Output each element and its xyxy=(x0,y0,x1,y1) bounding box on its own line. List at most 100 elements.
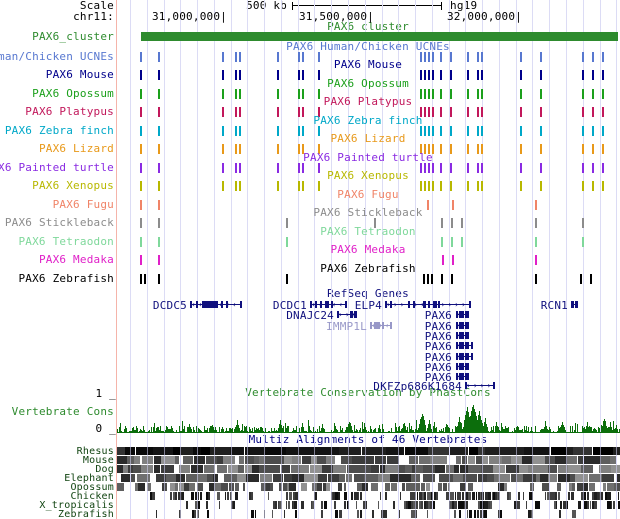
ucne-element-tick[interactable] xyxy=(424,69,426,80)
ucne-element-tick[interactable] xyxy=(298,125,300,136)
track-center-label-pax6-zebrafish[interactable]: PAX6 Zebrafish xyxy=(320,262,416,275)
track-label-pax6-fugu[interactable]: PAX6 Fugu xyxy=(52,198,114,211)
ucne-element-tick[interactable] xyxy=(467,69,469,80)
ucne-element-tick[interactable] xyxy=(602,69,604,80)
ucne-element-tick[interactable] xyxy=(432,106,434,117)
conservation-histogram[interactable] xyxy=(117,396,620,433)
ucne-element-tick[interactable] xyxy=(302,143,304,154)
ucne-element-tick[interactable] xyxy=(302,88,304,99)
gene-label-dkfzp686k1684[interactable]: DKFZp686K1684 xyxy=(373,379,462,393)
track-row-pax6-human-chicken-ucnes[interactable] xyxy=(117,51,620,62)
gene-label-pax6[interactable]: PAX6 xyxy=(424,360,452,374)
gene-label-pax6[interactable]: PAX6 xyxy=(424,319,452,333)
alignment-row-opossum[interactable] xyxy=(117,483,620,491)
gene-label-pax6[interactable]: PAX6 xyxy=(424,329,452,343)
ucne-element-tick[interactable] xyxy=(140,125,142,136)
gene-label-dcdc5[interactable]: DCDC5 xyxy=(152,298,187,312)
ucne-element-tick[interactable] xyxy=(520,162,522,173)
ucne-element-tick[interactable] xyxy=(461,217,463,228)
ucne-element-tick[interactable] xyxy=(477,162,479,173)
ucne-element-tick[interactable] xyxy=(592,106,594,117)
gene-structure-pax6[interactable]: ›› xyxy=(456,310,469,319)
ucne-element-tick[interactable] xyxy=(277,180,279,191)
ucne-element-tick[interactable] xyxy=(540,143,542,154)
ucne-element-tick[interactable] xyxy=(592,88,594,99)
ucne-element-tick[interactable] xyxy=(592,69,594,80)
track-center-label-pax6-xenopus[interactable]: PAX6 Xenopus xyxy=(327,169,409,182)
ucne-element-tick[interactable] xyxy=(467,143,469,154)
ucne-element-tick[interactable] xyxy=(582,88,584,99)
ucne-element-tick[interactable] xyxy=(424,162,426,173)
track-center-label-pax6-painted-turtle[interactable]: PAX6 Painted turtle xyxy=(303,151,433,164)
ucne-element-tick[interactable] xyxy=(535,236,537,247)
track-center-label-pax6-human-chicken-ucnes[interactable]: PAX6 Human/Chicken UCNEs xyxy=(286,40,450,53)
ucne-element-tick[interactable] xyxy=(481,51,483,62)
track-row-pax6-lizard[interactable] xyxy=(117,143,620,154)
ucne-element-tick[interactable] xyxy=(602,88,604,99)
ucne-element-tick[interactable] xyxy=(440,180,442,191)
ucne-element-tick[interactable] xyxy=(477,106,479,117)
ucne-element-tick[interactable] xyxy=(481,69,483,80)
gene-label-pax6[interactable]: PAX6 xyxy=(424,339,452,353)
track-row-pax6-fugu[interactable] xyxy=(117,199,620,210)
alignment-label-dog[interactable]: Dog xyxy=(95,464,114,475)
ucne-element-tick[interactable] xyxy=(540,88,542,99)
ucne-element-tick[interactable] xyxy=(158,254,160,265)
ucne-element-tick[interactable] xyxy=(582,162,584,173)
ucne-element-tick[interactable] xyxy=(467,125,469,136)
ucne-element-tick[interactable] xyxy=(286,217,288,228)
ucne-element-tick[interactable] xyxy=(277,162,279,173)
ucne-element-tick[interactable] xyxy=(477,69,479,80)
ucne-element-tick[interactable] xyxy=(602,143,604,154)
ucne-element-tick[interactable] xyxy=(450,69,452,80)
ucne-element-tick[interactable] xyxy=(450,51,452,62)
track-center-label-pax6-stickleback[interactable]: PAX6 Stickleback xyxy=(313,206,423,219)
ucne-element-tick[interactable] xyxy=(428,162,430,173)
track-label-pax6-medaka[interactable]: PAX6 Medaka xyxy=(38,253,114,266)
track-center-label-pax6-lizard[interactable]: PAX6 Lizard xyxy=(330,132,406,145)
ucne-element-tick[interactable] xyxy=(451,236,453,247)
ucne-element-tick[interactable] xyxy=(158,180,160,191)
ucne-element-tick[interactable] xyxy=(520,143,522,154)
track-label-pax6-zebrafish[interactable]: PAX6 Zebrafish xyxy=(18,272,114,285)
ucne-element-tick[interactable] xyxy=(298,162,300,173)
ucne-element-tick[interactable] xyxy=(432,125,434,136)
ucne-element-tick[interactable] xyxy=(235,162,237,173)
ucne-element-tick[interactable] xyxy=(440,125,442,136)
ucne-element-tick[interactable] xyxy=(428,69,430,80)
ucne-element-tick[interactable] xyxy=(318,106,320,117)
track-row-pax6-zebrafish[interactable] xyxy=(117,273,620,284)
ucne-element-tick[interactable] xyxy=(424,125,426,136)
ucne-element-tick[interactable] xyxy=(420,106,422,117)
gene-label-elp4[interactable]: ELP4 xyxy=(354,298,382,312)
ucne-element-tick[interactable] xyxy=(441,273,443,284)
ucne-element-tick[interactable] xyxy=(432,180,434,191)
ucne-element-tick[interactable] xyxy=(318,51,320,62)
gene-structure-immp1l[interactable]: ‹‹‹‹ xyxy=(370,321,392,330)
ucne-element-tick[interactable] xyxy=(235,143,237,154)
ucne-element-tick[interactable] xyxy=(540,69,542,80)
ucne-element-tick[interactable] xyxy=(582,51,584,62)
ucne-element-tick[interactable] xyxy=(602,125,604,136)
ucne-element-tick[interactable] xyxy=(298,143,300,154)
ucne-element-tick[interactable] xyxy=(440,143,442,154)
ucne-element-tick[interactable] xyxy=(432,162,434,173)
ucne-element-tick[interactable] xyxy=(428,88,430,99)
ucne-element-tick[interactable] xyxy=(602,162,604,173)
ucne-element-tick[interactable] xyxy=(481,162,483,173)
track-row-pax6-mouse[interactable] xyxy=(117,69,620,80)
ucne-element-tick[interactable] xyxy=(540,162,542,173)
track-row-pax6-opossum[interactable] xyxy=(117,88,620,99)
ucne-element-tick[interactable] xyxy=(158,217,160,228)
ucne-element-tick[interactable] xyxy=(235,106,237,117)
ucne-element-tick[interactable] xyxy=(420,125,422,136)
ucne-element-tick[interactable] xyxy=(318,88,320,99)
ucne-element-tick[interactable] xyxy=(235,88,237,99)
ucne-element-tick[interactable] xyxy=(235,180,237,191)
gene-structure-dcdc5[interactable]: ‹‹‹‹‹‹‹‹‹‹ xyxy=(190,300,242,309)
track-row-pax6-xenopus[interactable] xyxy=(117,180,620,191)
ucne-element-tick[interactable] xyxy=(298,69,300,80)
ucne-element-tick[interactable] xyxy=(428,51,430,62)
ucne-element-tick[interactable] xyxy=(602,180,604,191)
ucne-element-tick[interactable] xyxy=(540,125,542,136)
